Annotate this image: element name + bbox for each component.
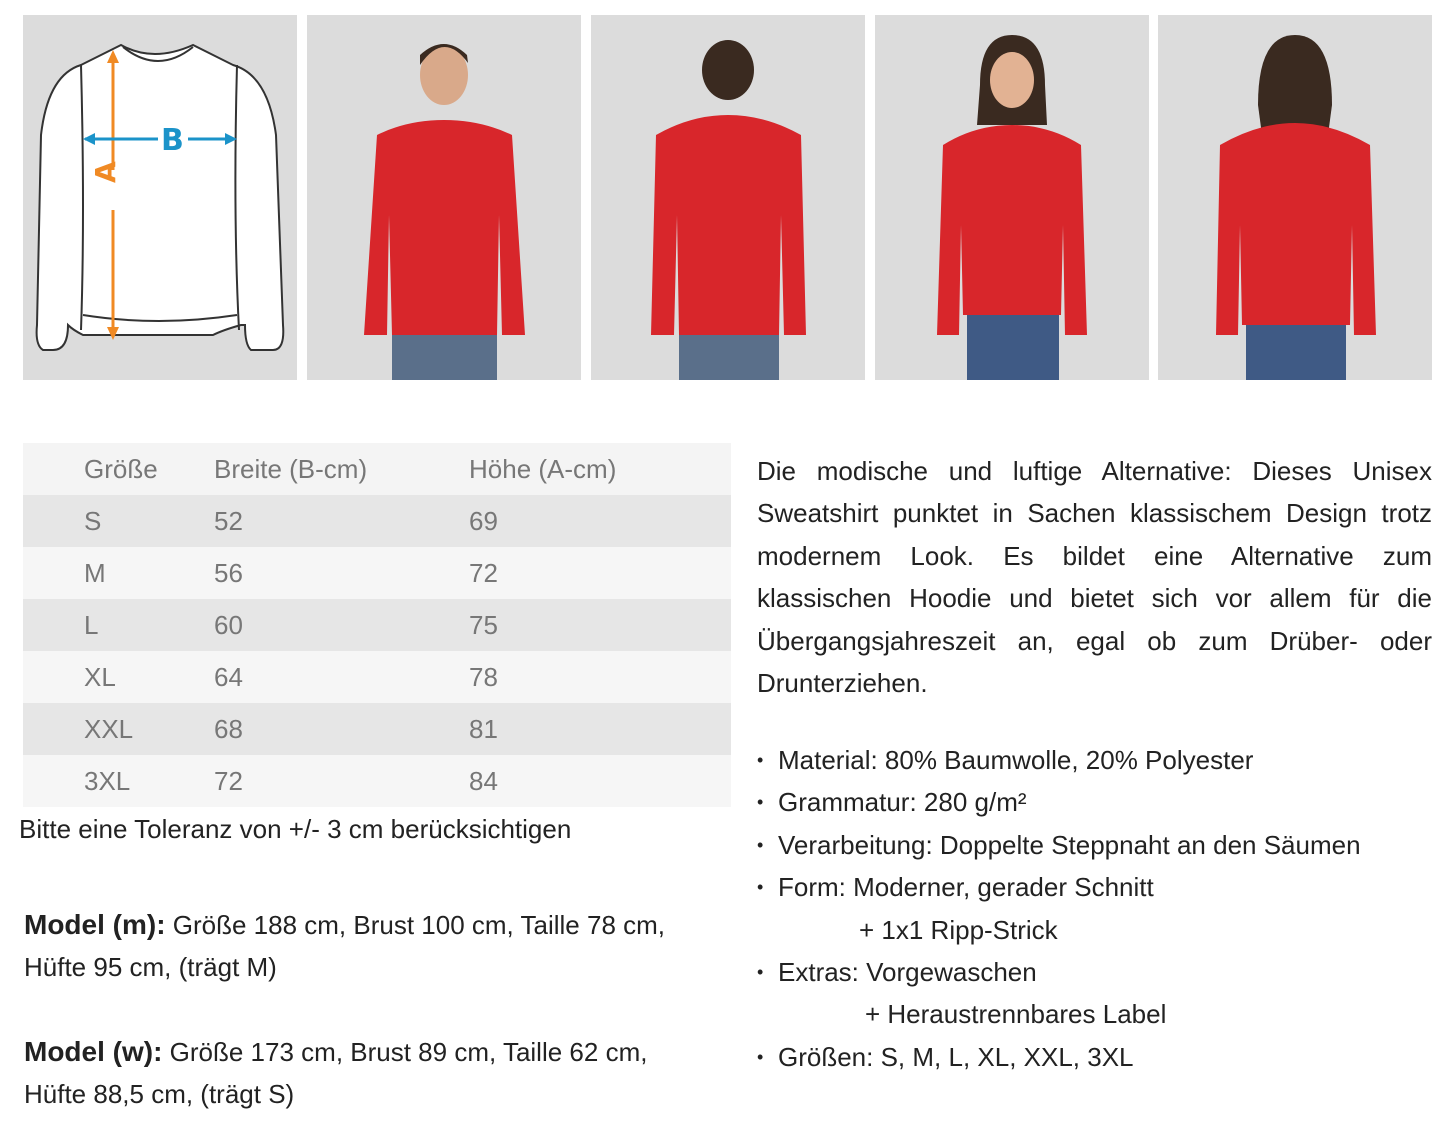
feature-item: Grammatur: 280 g/m² — [757, 781, 1361, 824]
table-row: XL 64 78 — [23, 651, 731, 703]
table-row: L 60 75 — [23, 599, 731, 651]
feature-item: Form: Moderner, gerader Schnitt — [757, 866, 1361, 909]
tolerance-note: Bitte eine Toleranz von +/- 3 cm berücks… — [19, 814, 572, 844]
table-row: M 56 72 — [23, 547, 731, 599]
feature-item: Material: 80% Baumwolle, 20% Polyester — [757, 739, 1361, 782]
model-m-label: Model (m): — [24, 909, 166, 940]
model-w-label: Model (w): — [24, 1036, 163, 1067]
photo-male-front — [307, 15, 581, 380]
feature-list: Material: 80% Baumwolle, 20% Polyester G… — [757, 739, 1361, 1079]
photo-male-back — [591, 15, 865, 380]
product-description: Die modische und luftige Alternative: Di… — [757, 456, 1432, 699]
header-height: Höhe (A-cm) — [469, 453, 617, 484]
photo-female-back — [1158, 15, 1432, 380]
photo-female-front — [875, 15, 1149, 380]
header-width: Breite (B-cm) — [214, 453, 368, 484]
label-a: A — [89, 161, 122, 183]
table-row: S 52 69 — [23, 495, 731, 547]
feature-item: Verarbeitung: Doppelte Steppnaht an den … — [757, 824, 1361, 867]
label-b: B — [161, 123, 184, 158]
feature-item: + 1x1 Ripp-Strick — [859, 914, 1058, 945]
feature-item: + Heraustrennbares Label — [865, 999, 1167, 1030]
table-header: Größe Breite (B-cm) Höhe (A-cm) — [23, 443, 731, 495]
feature-item: Größen: S, M, L, XL, XXL, 3XL — [757, 1036, 1361, 1079]
size-diagram: A B — [23, 15, 297, 380]
table-row: 3XL 72 84 — [23, 755, 731, 807]
model-w-info: Model (w): Größe 173 cm, Brust 89 cm, Ta… — [24, 1036, 648, 1109]
feature-item: Extras: Vorgewaschen — [757, 951, 1361, 994]
model-m-info: Model (m): Größe 188 cm, Brust 100 cm, T… — [24, 909, 666, 982]
table-row: XXL 68 81 — [23, 703, 731, 755]
header-size: Größe — [84, 453, 158, 484]
